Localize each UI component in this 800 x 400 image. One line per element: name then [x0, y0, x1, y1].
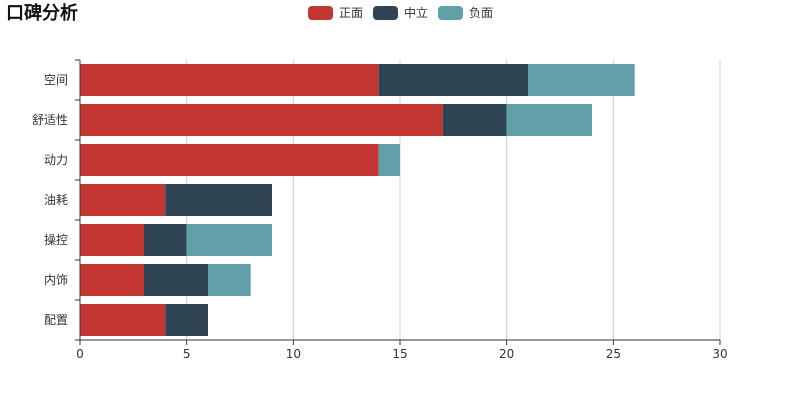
bar-2-0 — [80, 144, 379, 176]
bar-5-2 — [208, 264, 251, 296]
bar-6-0 — [80, 304, 166, 336]
bar-0-2 — [528, 64, 635, 96]
y-tick-label-0: 空间 — [44, 73, 68, 87]
bar-4-0 — [80, 224, 144, 256]
x-tick-label-1: 5 — [183, 347, 191, 361]
x-tick-label-6: 30 — [712, 347, 727, 361]
bar-3-1 — [165, 184, 272, 216]
y-tick-label-6: 配置 — [44, 313, 68, 327]
legend-swatch-negative — [438, 5, 464, 20]
y-tick-label-5: 内饰 — [44, 273, 68, 287]
bar-5-0 — [80, 264, 144, 296]
y-tick-label-3: 油耗 — [44, 193, 68, 207]
bar-5-1 — [144, 264, 208, 296]
x-tick-label-2: 10 — [286, 347, 301, 361]
x-tick-label-5: 25 — [606, 347, 621, 361]
chart-title: 口碑分析 — [6, 3, 78, 24]
bar-2-2 — [378, 144, 400, 176]
y-tick-label-1: 舒适性 — [32, 113, 68, 127]
y-tick-label-2: 动力 — [44, 153, 68, 167]
bar-4-1 — [144, 224, 187, 256]
legend-swatch-positive — [308, 5, 333, 20]
legend-item-neutral[interactable]: 中立 — [373, 4, 428, 21]
bar-1-1 — [442, 104, 507, 136]
legend-label-neutral: 中立 — [404, 6, 429, 20]
bar-1-2 — [506, 104, 592, 136]
x-tick-label-3: 15 — [392, 347, 407, 361]
y-tick-label-4: 操控 — [44, 232, 68, 247]
legend-label-positive: 正面 — [339, 6, 364, 20]
bar-1-0 — [80, 104, 443, 136]
bar-6-1 — [165, 304, 208, 336]
legend-swatch-neutral — [373, 5, 399, 20]
legend: 正面 中立 负面 — [308, 4, 493, 21]
x-tick-label-4: 20 — [499, 347, 514, 361]
legend-item-negative[interactable]: 负面 — [438, 4, 493, 21]
bar-0-1 — [378, 64, 528, 96]
x-tick-label-0: 0 — [76, 347, 84, 361]
bar-4-2 — [186, 224, 272, 256]
legend-item-positive[interactable]: 正面 — [308, 4, 363, 21]
bar-0-0 — [80, 64, 379, 96]
legend-label-negative: 负面 — [469, 6, 494, 20]
bar-3-0 — [80, 184, 166, 216]
